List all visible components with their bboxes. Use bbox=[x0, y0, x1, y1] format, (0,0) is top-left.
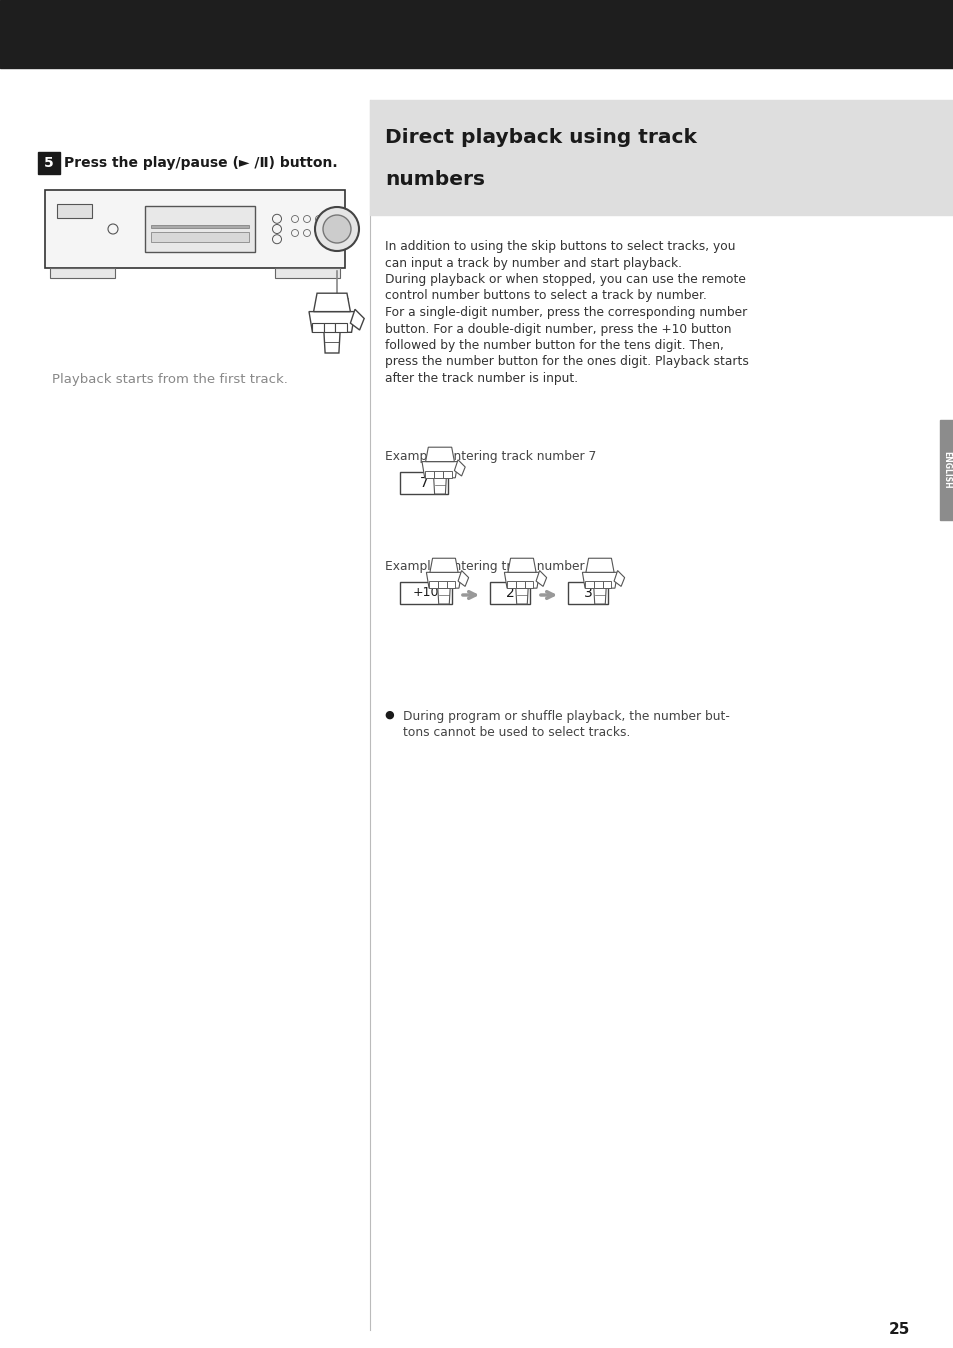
Text: numbers: numbers bbox=[385, 170, 484, 189]
Text: ●: ● bbox=[384, 710, 394, 720]
Polygon shape bbox=[425, 448, 454, 461]
Text: ENGLISH: ENGLISH bbox=[942, 452, 950, 489]
Bar bbox=[370, 100, 953, 214]
Text: Example: entering track number 23: Example: entering track number 23 bbox=[385, 559, 603, 573]
Text: followed by the number button for the tens digit. Then,: followed by the number button for the te… bbox=[385, 338, 723, 352]
Text: During program or shuffle playback, the number but-: During program or shuffle playback, the … bbox=[402, 710, 729, 723]
Bar bbox=[57, 204, 91, 218]
Text: Direct playback using track: Direct playback using track bbox=[385, 128, 696, 147]
Circle shape bbox=[314, 208, 358, 251]
Polygon shape bbox=[442, 470, 451, 477]
Bar bbox=[490, 582, 530, 604]
Bar bbox=[0, 0, 953, 67]
Bar bbox=[45, 190, 345, 268]
Polygon shape bbox=[614, 570, 624, 586]
Polygon shape bbox=[309, 311, 355, 333]
Polygon shape bbox=[536, 570, 546, 586]
Text: 3: 3 bbox=[583, 586, 592, 600]
Polygon shape bbox=[434, 470, 442, 477]
Polygon shape bbox=[602, 581, 611, 588]
Bar bbox=[50, 268, 115, 278]
Polygon shape bbox=[454, 460, 465, 476]
Polygon shape bbox=[437, 588, 450, 604]
Circle shape bbox=[323, 214, 351, 243]
Polygon shape bbox=[516, 581, 524, 588]
Text: Press the play/pause (► /Ⅱ) button.: Press the play/pause (► /Ⅱ) button. bbox=[64, 156, 337, 170]
Text: 2: 2 bbox=[505, 586, 514, 600]
Polygon shape bbox=[593, 588, 605, 604]
Polygon shape bbox=[324, 333, 339, 353]
Polygon shape bbox=[313, 324, 324, 333]
Polygon shape bbox=[507, 558, 536, 573]
Text: after the track number is input.: after the track number is input. bbox=[385, 372, 578, 386]
Text: tons cannot be used to select tracks.: tons cannot be used to select tracks. bbox=[402, 727, 630, 739]
Bar bbox=[399, 582, 452, 604]
Bar bbox=[151, 225, 249, 228]
Polygon shape bbox=[437, 581, 446, 588]
Polygon shape bbox=[585, 558, 614, 573]
Polygon shape bbox=[350, 309, 364, 330]
Text: Example: entering track number 7: Example: entering track number 7 bbox=[385, 450, 596, 462]
Polygon shape bbox=[421, 461, 457, 477]
Text: 25: 25 bbox=[887, 1322, 909, 1337]
Text: +10: +10 bbox=[413, 586, 438, 600]
Polygon shape bbox=[424, 470, 434, 477]
Bar bbox=[151, 232, 249, 243]
Polygon shape bbox=[314, 294, 350, 311]
Text: can input a track by number and start playback.: can input a track by number and start pl… bbox=[385, 256, 681, 270]
Bar bbox=[939, 421, 953, 520]
Polygon shape bbox=[506, 581, 516, 588]
Polygon shape bbox=[324, 324, 335, 333]
Polygon shape bbox=[430, 558, 457, 573]
Text: control number buttons to select a track by number.: control number buttons to select a track… bbox=[385, 290, 706, 302]
Bar bbox=[38, 152, 60, 174]
Bar bbox=[145, 206, 254, 252]
Text: button. For a double-digit number, press the +10 button: button. For a double-digit number, press… bbox=[385, 322, 731, 336]
Polygon shape bbox=[581, 573, 617, 588]
Polygon shape bbox=[434, 477, 446, 493]
Polygon shape bbox=[426, 573, 461, 588]
Bar bbox=[274, 268, 339, 278]
Text: press the number button for the ones digit. Playback starts: press the number button for the ones dig… bbox=[385, 356, 748, 368]
Polygon shape bbox=[593, 581, 602, 588]
Polygon shape bbox=[429, 581, 437, 588]
Polygon shape bbox=[504, 573, 539, 588]
Polygon shape bbox=[446, 581, 455, 588]
Polygon shape bbox=[584, 581, 593, 588]
Text: In addition to using the skip buttons to select tracks, you: In addition to using the skip buttons to… bbox=[385, 240, 735, 253]
Text: During playback or when stopped, you can use the remote: During playback or when stopped, you can… bbox=[385, 274, 745, 286]
Bar bbox=[567, 582, 607, 604]
Text: 5: 5 bbox=[44, 156, 53, 170]
Polygon shape bbox=[457, 570, 468, 586]
Bar bbox=[399, 472, 448, 493]
Polygon shape bbox=[516, 588, 528, 604]
Text: ►II: ►II bbox=[340, 298, 350, 305]
Text: For a single-digit number, press the corresponding number: For a single-digit number, press the cor… bbox=[385, 306, 746, 319]
Text: 7: 7 bbox=[419, 476, 428, 491]
Polygon shape bbox=[524, 581, 533, 588]
Polygon shape bbox=[335, 324, 347, 333]
Text: Playback starts from the first track.: Playback starts from the first track. bbox=[52, 373, 288, 387]
